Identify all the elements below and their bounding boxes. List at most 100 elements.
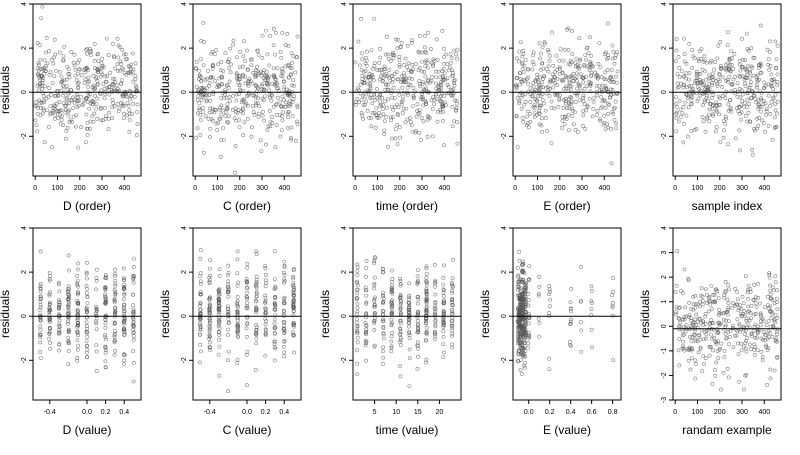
data-point [116, 69, 120, 73]
data-point [289, 61, 294, 65]
data-point [766, 93, 771, 98]
data-point [527, 264, 532, 269]
data-point [771, 96, 776, 101]
data-point [548, 80, 553, 85]
data-point [289, 136, 293, 140]
data-point [242, 120, 247, 125]
data-point [57, 325, 62, 330]
data-point [687, 314, 692, 319]
data-point [286, 115, 291, 120]
data-point [272, 277, 277, 282]
data-point [407, 384, 412, 389]
data-point [450, 309, 454, 314]
x-axis-label: randam example [682, 423, 772, 437]
data-point [123, 52, 128, 57]
data-point [61, 123, 66, 128]
data-point [589, 327, 594, 332]
data-point [372, 111, 377, 115]
data-point [238, 50, 243, 54]
data-point [548, 54, 552, 58]
data-point [63, 110, 68, 115]
data-point [246, 93, 251, 98]
data-point [537, 41, 542, 46]
data-point [57, 313, 62, 318]
y-tick-label: 0 [341, 314, 348, 318]
data-point [415, 301, 420, 306]
x-tick-label: 400 [118, 185, 130, 192]
data-point [561, 106, 566, 110]
data-point [254, 73, 258, 78]
data-point [591, 99, 596, 104]
data-point [44, 64, 49, 69]
data-point [433, 307, 438, 312]
data-point [262, 118, 267, 123]
data-point [684, 71, 689, 76]
data-point [715, 82, 720, 86]
x-tick-label: 200 [554, 185, 566, 192]
data-point [374, 87, 379, 91]
data-point [57, 280, 62, 285]
data-point [520, 292, 525, 296]
data-point [741, 58, 746, 62]
data-point [738, 74, 743, 79]
data-point [520, 346, 524, 351]
data-point [424, 318, 428, 323]
data-point [196, 77, 201, 82]
data-point [605, 68, 610, 73]
data-point [237, 83, 242, 88]
data-point [61, 58, 66, 63]
data-point [415, 108, 420, 113]
data-point [210, 118, 215, 123]
data-point [518, 77, 523, 81]
data-point [364, 300, 369, 305]
y-tick-label: -2 [21, 357, 28, 363]
data-point [720, 85, 725, 89]
data-point [372, 61, 377, 66]
data-point [521, 350, 526, 355]
data-point [564, 97, 568, 101]
data-point [124, 57, 129, 62]
data-point [595, 74, 600, 78]
data-point [112, 104, 117, 109]
data-point [217, 273, 222, 278]
data-point [736, 297, 740, 302]
data-point [424, 304, 429, 309]
data-point [122, 292, 127, 297]
data-point [750, 152, 755, 157]
data-point [207, 307, 212, 312]
data-point [753, 336, 758, 340]
data-point [373, 255, 378, 260]
data-point [291, 274, 296, 279]
data-point [103, 321, 108, 326]
data-point [389, 344, 394, 349]
data-point [89, 53, 93, 57]
data-point [516, 273, 521, 278]
data-point [113, 321, 117, 326]
data-point [718, 140, 723, 145]
data-point [407, 301, 412, 305]
data-point [295, 122, 300, 126]
data-point [103, 359, 108, 364]
data-point [107, 85, 111, 90]
data-point [689, 98, 694, 103]
data-point [546, 50, 551, 54]
data-point [720, 94, 725, 99]
data-point [113, 283, 118, 288]
data-point [424, 287, 429, 291]
data-point [37, 62, 41, 67]
data-point [441, 350, 446, 355]
data-point [375, 67, 380, 72]
data-point [364, 327, 369, 332]
data-point [117, 106, 122, 111]
data-point [414, 128, 419, 133]
data-point [756, 102, 761, 107]
data-point [235, 333, 240, 338]
data-point [395, 46, 400, 51]
data-point [752, 347, 757, 352]
data-point [523, 321, 528, 326]
data-point [254, 252, 259, 256]
data-point [131, 323, 136, 328]
data-point [120, 102, 125, 107]
data-point [420, 92, 424, 96]
